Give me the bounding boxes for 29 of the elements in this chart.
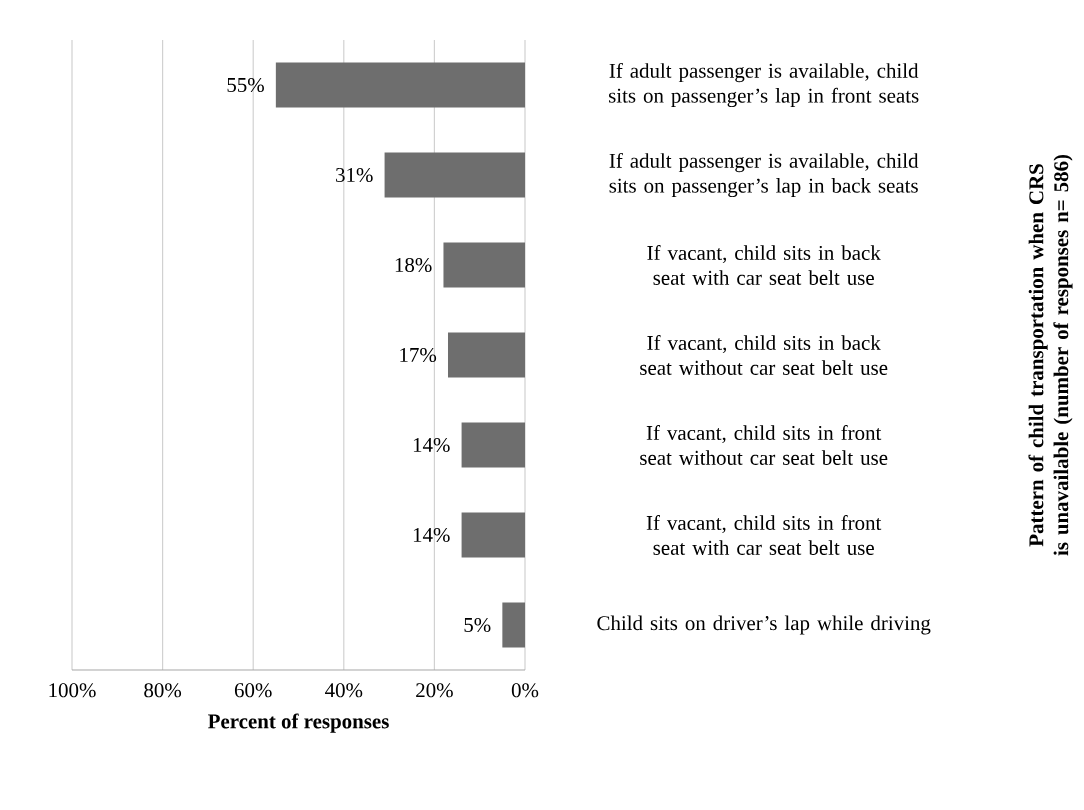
x-tick-label: 0%	[511, 683, 539, 698]
x-tick-label: 40%	[325, 683, 363, 698]
data-label: 18%	[395, 257, 432, 273]
data-label: 5%	[464, 617, 491, 633]
data-label: 31%	[336, 167, 373, 183]
data-label: 14%	[413, 437, 450, 453]
data-label: 14%	[413, 527, 450, 543]
bar	[384, 152, 526, 198]
data-label: 55%	[227, 77, 264, 93]
y-tick-label: If adult passenger is available, child sits on passenger’s lap in back seats	[609, 152, 919, 198]
y-tick-label: If vacant, child sits in front seat without car seat belt use	[640, 425, 888, 465]
data-label: 17%	[400, 347, 437, 363]
bar	[461, 512, 526, 558]
x-axis-title: Percent of responses	[208, 713, 389, 733]
y-tick-label: Child sits on driver’s lap while driving	[597, 615, 931, 635]
bar	[443, 242, 526, 288]
y-tick-label: If adult passenger is available, child sits on passenger’s lap in front seats	[609, 62, 919, 108]
bar	[502, 602, 526, 648]
x-tick-label: 60%	[234, 683, 272, 698]
y-tick-label: If vacant, child sits in front seat with car seat belt use	[646, 515, 882, 555]
y-axis-title: Pattern of child transportation when CRS is unavailable (number of responses n= 586)	[1028, 154, 1073, 556]
x-tick-label: 20%	[416, 683, 453, 698]
y-tick-label: If vacant, child sits in back seat without car seat belt use	[640, 335, 888, 375]
bar	[447, 332, 526, 378]
x-tick-label: 100%	[49, 683, 96, 698]
x-tick-label: 80%	[144, 683, 182, 698]
bar	[461, 422, 526, 468]
y-tick-label: If vacant, child sits in back seat with car seat belt use	[647, 245, 881, 285]
bar	[275, 62, 526, 108]
